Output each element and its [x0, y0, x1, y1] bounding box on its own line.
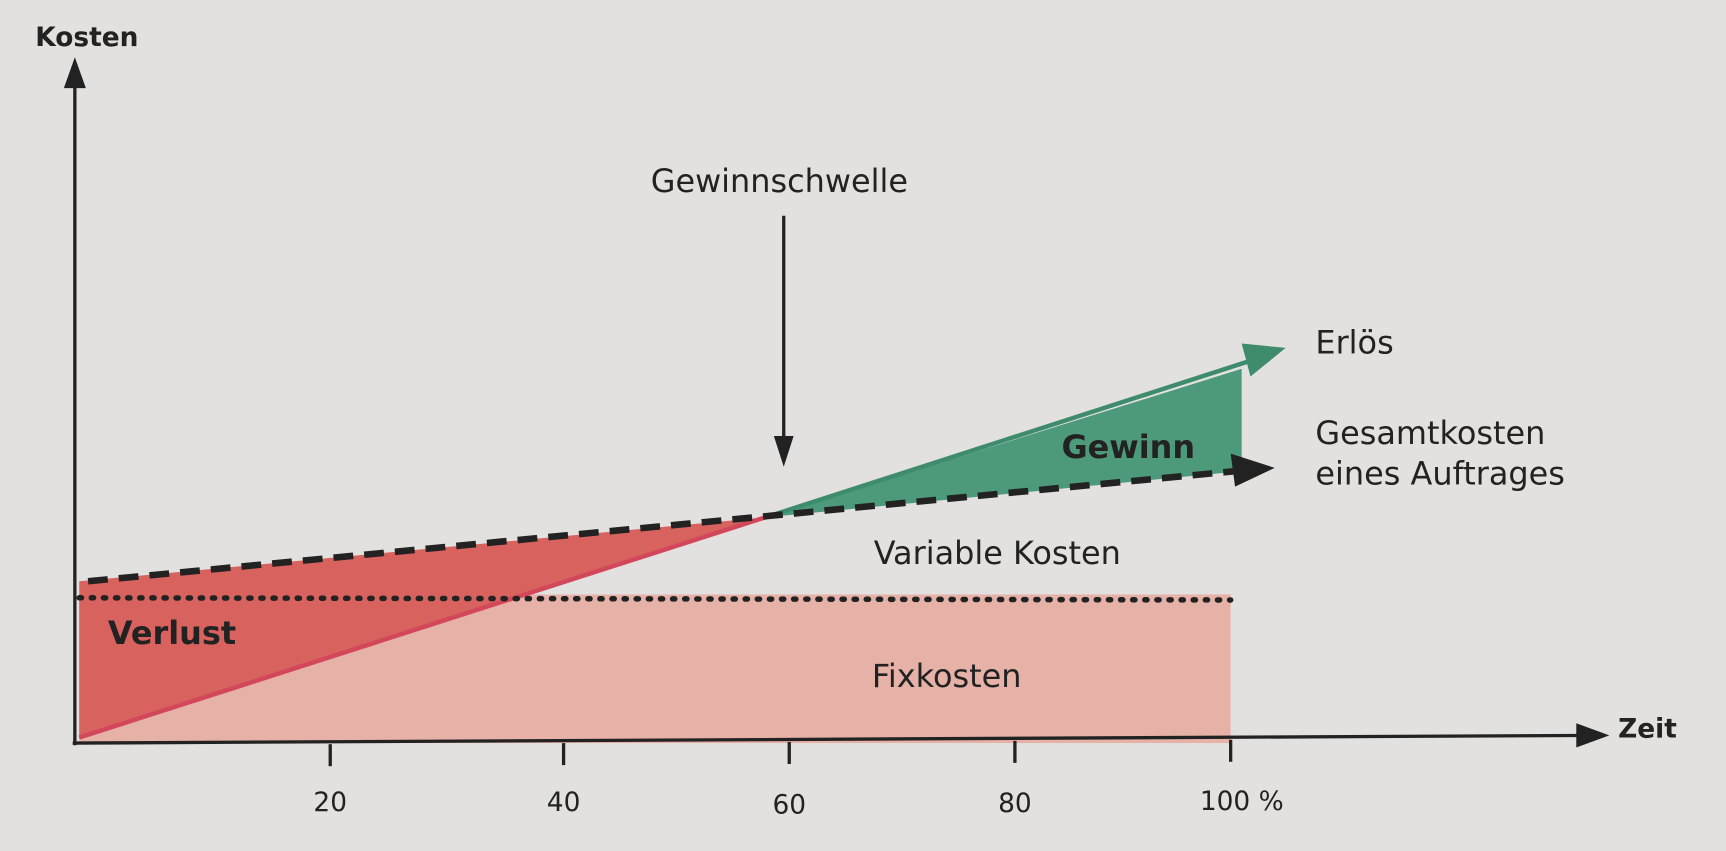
break-even-label: Gewinnschwelle	[651, 162, 908, 200]
y-axis-arrowhead	[63, 57, 86, 89]
total-costs-label: Gesamtkosten	[1315, 414, 1545, 452]
revenue-line-loss	[78, 515, 766, 740]
revenue-line-profit	[764, 359, 1251, 520]
x-axis-label: Zeit	[1618, 713, 1677, 744]
loss-label: Verlust	[108, 614, 236, 652]
revenue-arrowhead	[1241, 343, 1286, 377]
total-costs-label: eines Auftrages	[1315, 455, 1565, 493]
total-cost-line	[87, 467, 1236, 585]
x-tick-label: 60	[772, 789, 806, 820]
x-tick-label: 40	[547, 787, 581, 818]
x-tick-label: 100 %	[1200, 786, 1284, 817]
profit-label: Gewinn	[1061, 428, 1195, 466]
variable-costs-label: Variable Kosten	[874, 534, 1121, 572]
profit-area	[765, 368, 1242, 518]
x-tick-label: 20	[313, 787, 347, 818]
y-axis-label: Kosten	[35, 22, 138, 53]
x-axis-arrowhead	[1576, 723, 1610, 748]
fixed-cost-line	[76, 595, 1234, 603]
x-tick-label: 80	[998, 788, 1032, 819]
x-axis	[72, 729, 1604, 745]
revenue-label: Erlös	[1315, 324, 1393, 362]
break-even-arrowhead	[773, 435, 794, 467]
total-cost-arrowhead	[1230, 453, 1275, 487]
fixed-costs-label: Fixkosten	[872, 657, 1022, 695]
